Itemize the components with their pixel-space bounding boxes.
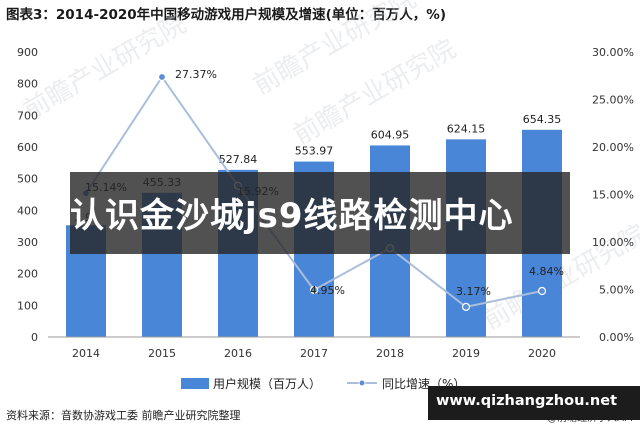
line-value-label: 4.95% [310,284,345,297]
overlay-banner-text: 认识金沙城js9线路检测中心 [70,196,514,236]
line-value-label: 27.37% [175,68,217,81]
line-point [157,72,167,82]
url-overlay-text: www.qizhangzhou.net [436,393,618,409]
line-value-label: 4.84% [529,265,564,278]
bar-value-label: 553.97 [295,145,334,158]
y-right-tick-label: 10.00% [592,236,634,249]
line-point [461,302,471,311]
x-tick-label: 2019 [452,347,480,360]
bar-value-label: 527.84 [219,153,258,166]
bar-value-label: 624.15 [447,122,486,135]
y-left-tick-label: 700 [17,109,38,122]
line-point [537,286,547,296]
url-overlay [428,386,640,420]
y-right-tick-label: 15.00% [592,189,634,202]
line-point [309,285,319,295]
y-left-tick-label: 800 [17,78,38,91]
chart-title: 图表3：2014-2020年中国移动游戏用户规模及增速(单位：百万人，%) [6,7,447,23]
y-right-tick-label: 30.00% [592,46,634,59]
legend-marker [358,379,366,387]
y-left-tick-label: 600 [17,141,38,154]
source-note: 资料来源：音数协游戏工委 前瞻产业研究院整理 [6,409,241,422]
axes: 2014 2015 2016 2017 2018 2019 2020 0 100 200 300 40… [17,46,634,360]
x-tick-label: 2020 [528,347,556,360]
y-left-tick-label: 500 [17,173,38,186]
x-tick-label: 2016 [224,347,252,360]
bar-value-label: 604.95 [371,128,410,141]
bar-value-label: 654.35 [523,113,562,126]
watermark: 前瞻产业研究院 [19,9,192,126]
y-left-tick-label: 900 [17,46,38,59]
y-right-tick-label: 20.00% [592,141,634,154]
legend-label-bar: 用户规模（百万人） [213,376,321,391]
x-tick-label: 2014 [72,347,100,360]
y-left-tick-label: 200 [17,268,38,281]
y-right-tick-label: 0.00% [599,331,634,344]
x-tick-label: 2017 [300,347,328,360]
y-left-tick-label: 400 [17,204,38,217]
y-right-tick-label: 25.00% [592,94,634,107]
overlay-banner [70,172,570,254]
legend-swatch-bar [181,378,209,389]
y-left-tick-label: 300 [17,236,38,249]
y-left-tick-label: 0 [31,331,38,344]
legend: 用户规模（百万人） 同比增速（%） [181,376,465,391]
line-value-label: 3.17% [456,285,491,298]
y-left-tick-label: 100 [17,299,38,312]
x-tick-label: 2018 [376,347,404,360]
x-tick-label: 2015 [148,347,176,360]
y-right-tick-label: 5.00% [599,284,634,297]
